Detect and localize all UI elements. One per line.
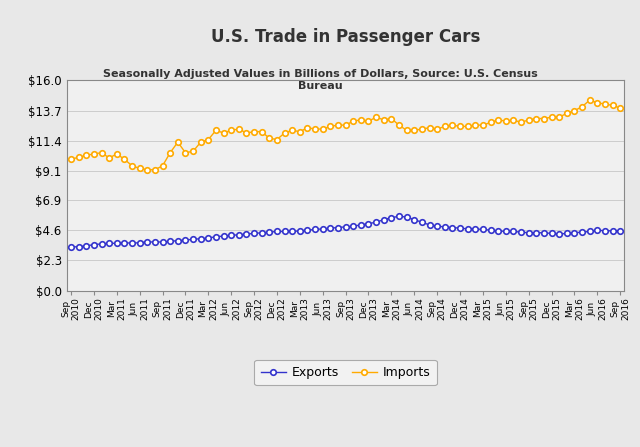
Text: Seasonally Adjusted Values in Billions of Dollars, Source: U.S. Census
Bureau: Seasonally Adjusted Values in Billions o…: [102, 69, 538, 91]
Imports: [571, 108, 579, 114]
Title: U.S. Trade in Passenger Cars: U.S. Trade in Passenger Cars: [211, 28, 480, 46]
Imports: [586, 97, 593, 103]
Imports: [197, 139, 205, 145]
Exports: [616, 228, 624, 233]
Imports: [67, 156, 75, 162]
Legend: Exports, Imports: Exports, Imports: [254, 360, 437, 385]
Exports: [548, 231, 556, 236]
Imports: [349, 118, 357, 124]
Line: Imports: Imports: [68, 97, 623, 173]
Exports: [395, 214, 403, 219]
Imports: [532, 116, 540, 121]
Exports: [189, 236, 197, 242]
Exports: [67, 245, 75, 250]
Imports: [548, 114, 556, 120]
Exports: [532, 230, 540, 236]
Imports: [258, 129, 266, 135]
Exports: [250, 231, 258, 236]
Imports: [616, 105, 624, 111]
Line: Exports: Exports: [68, 214, 623, 250]
Imports: [143, 167, 151, 173]
Exports: [571, 230, 579, 236]
Exports: [342, 224, 349, 230]
